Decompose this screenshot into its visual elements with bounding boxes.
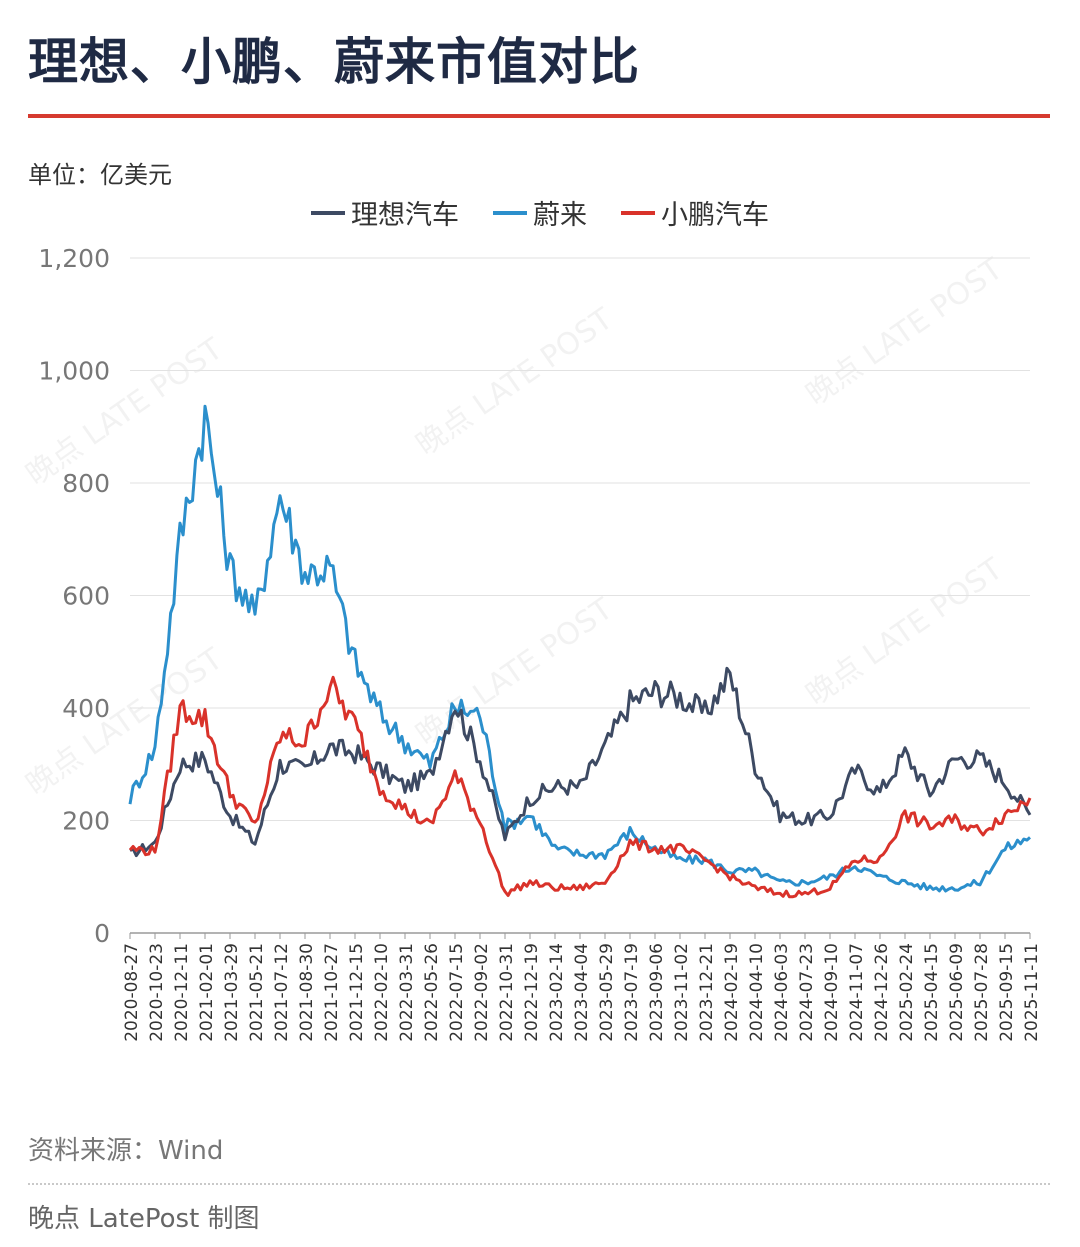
x-tick-label: 2024-04-10	[747, 943, 767, 1042]
data-source: 资料来源：Wind	[28, 1136, 224, 1166]
x-tick-label: 2020-08-27	[122, 943, 142, 1042]
x-tick-label: 2024-06-03	[772, 943, 792, 1042]
legend-swatch-xpeng	[621, 210, 655, 215]
unit-label: 单位：亿美元	[28, 161, 172, 189]
chart-credit: 晚点 LatePost 制图	[28, 1204, 260, 1234]
x-tick-label: 2020-10-23	[147, 943, 167, 1042]
y-tick-label: 0	[94, 919, 110, 948]
watermark-text: 晚点 LATE POST	[410, 591, 620, 753]
legend: 理想汽车 蔚来 小鹏汽车	[0, 193, 1080, 232]
x-tick-label: 2023-12-21	[697, 943, 717, 1042]
watermark-text: 晚点 LATE POST	[410, 301, 620, 463]
x-tick-label: 2024-11-07	[847, 943, 867, 1042]
x-tick-label: 2023-11-02	[672, 943, 692, 1042]
x-tick-label: 2024-02-19	[722, 943, 742, 1042]
series-line-nio	[128, 404, 1031, 893]
x-tick-label: 2024-07-23	[797, 943, 817, 1042]
x-tick-label: 2022-03-31	[397, 943, 417, 1042]
footer-divider	[28, 1183, 1050, 1185]
watermark-text: 晚点 LATE POST	[20, 641, 230, 803]
watermark-text: 晚点 LATE POST	[20, 331, 230, 493]
chart-title: 理想、小鹏、蔚来市值对比	[28, 33, 640, 91]
x-tick-label: 2022-09-02	[472, 943, 492, 1042]
x-tick-label: 2023-02-14	[547, 943, 567, 1042]
x-tick-label: 2022-10-31	[497, 943, 517, 1042]
x-tick-label: 2021-12-15	[347, 943, 367, 1042]
x-tick-label: 2024-12-26	[872, 943, 892, 1042]
x-tick-label: 2025-11-11	[1022, 943, 1042, 1042]
y-tick-label: 600	[62, 582, 110, 611]
x-tick-label: 2021-07-12	[272, 943, 292, 1042]
x-tick-label: 2021-05-21	[247, 943, 267, 1042]
x-tick-label: 2023-04-04	[572, 943, 592, 1042]
y-tick-label: 200	[62, 807, 110, 836]
x-tick-label: 2022-07-15	[447, 943, 467, 1042]
legend-item-li: 理想汽车	[311, 193, 459, 232]
y-tick-label: 800	[62, 469, 110, 498]
title-underline	[28, 114, 1050, 118]
x-tick-label: 2025-04-15	[922, 943, 942, 1042]
x-tick-label: 2021-10-27	[322, 943, 342, 1042]
watermark-text: 晚点 LATE POST	[800, 551, 1010, 713]
x-tick-label: 2025-07-28	[972, 943, 992, 1042]
x-tick-label: 2025-02-24	[897, 943, 917, 1042]
legend-item-xpeng: 小鹏汽车	[621, 193, 769, 232]
x-tick-label: 2021-03-29	[222, 943, 242, 1042]
legend-swatch-li	[311, 210, 345, 215]
watermark-text: 晚点 LATE POST	[800, 251, 1010, 413]
x-tick-label: 2023-09-06	[647, 943, 667, 1042]
y-tick-label: 400	[62, 694, 110, 723]
y-tick-label: 1,000	[38, 357, 110, 386]
legend-item-nio: 蔚来	[493, 193, 587, 232]
y-tick-label: 1,200	[38, 244, 110, 273]
x-tick-label: 2021-02-01	[197, 943, 217, 1042]
x-tick-label: 2022-12-19	[522, 943, 542, 1042]
legend-swatch-nio	[493, 210, 527, 215]
x-tick-label: 2022-05-26	[422, 943, 442, 1042]
x-tick-label: 2025-09-15	[997, 943, 1017, 1042]
x-tick-label: 2023-07-19	[622, 943, 642, 1042]
x-tick-label: 2024-09-10	[822, 943, 842, 1042]
x-tick-label: 2022-02-10	[372, 943, 392, 1042]
x-tick-label: 2020-12-11	[172, 943, 192, 1042]
legend-label-xpeng: 小鹏汽车	[661, 200, 769, 231]
x-tick-label: 2021-08-30	[297, 943, 317, 1042]
legend-label-li: 理想汽车	[351, 200, 459, 231]
legend-label-nio: 蔚来	[533, 200, 587, 231]
x-tick-label: 2025-06-09	[947, 943, 967, 1042]
x-tick-label: 2023-05-29	[597, 943, 617, 1042]
series-line-li	[129, 666, 1032, 858]
series-line-xpeng	[128, 675, 1032, 899]
